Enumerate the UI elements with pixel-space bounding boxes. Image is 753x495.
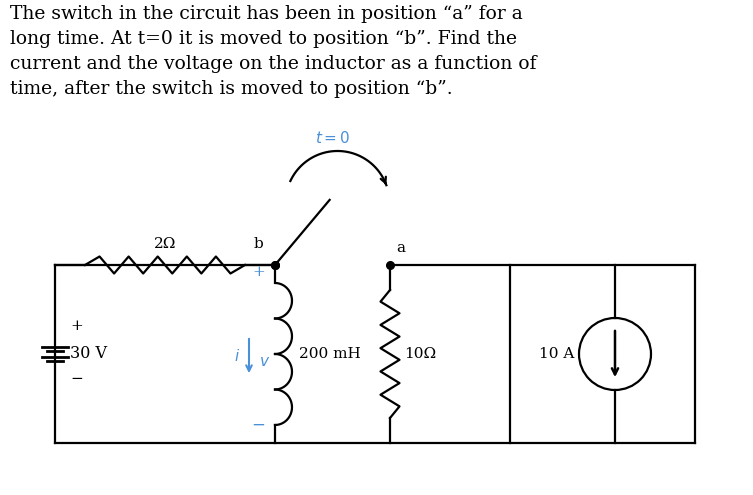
Text: b: b (253, 237, 263, 251)
Text: −: − (251, 416, 265, 434)
Text: a: a (396, 241, 405, 255)
Text: +: + (70, 319, 83, 333)
Text: 200 mH: 200 mH (299, 347, 361, 361)
Text: 10Ω: 10Ω (404, 347, 436, 361)
Text: 30 V: 30 V (70, 346, 107, 362)
Text: The switch in the circuit has been in position “a” for a
long time. At t=0 it is: The switch in the circuit has been in po… (10, 5, 536, 98)
Text: $i$: $i$ (234, 348, 240, 364)
Text: 2Ω: 2Ω (154, 237, 176, 251)
Text: $t = 0$: $t = 0$ (315, 130, 350, 146)
Text: +: + (252, 265, 265, 279)
Text: $v$: $v$ (259, 355, 270, 369)
Text: −: − (70, 372, 83, 386)
Text: 10 A: 10 A (538, 347, 574, 361)
